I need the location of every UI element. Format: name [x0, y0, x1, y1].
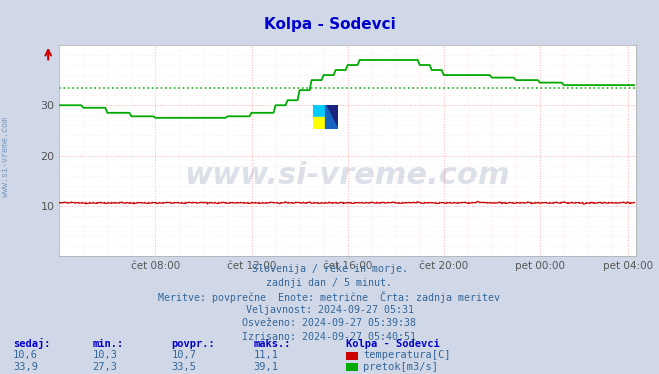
Text: www.si-vreme.com: www.si-vreme.com	[185, 162, 511, 190]
Text: www.si-vreme.com: www.si-vreme.com	[1, 117, 10, 197]
Polygon shape	[326, 105, 338, 129]
Text: zadnji dan / 5 minut.: zadnji dan / 5 minut.	[266, 278, 393, 288]
Bar	[313, 117, 326, 129]
Text: Kolpa - Sodevci: Kolpa - Sodevci	[346, 339, 440, 349]
Text: Meritve: povprečne  Enote: metrične  Črta: zadnja meritev: Meritve: povprečne Enote: metrične Črta:…	[159, 291, 500, 303]
Text: 10,6: 10,6	[13, 350, 38, 360]
Text: Slovenija / reke in morje.: Slovenija / reke in morje.	[252, 264, 407, 274]
Text: sedaj:: sedaj:	[13, 338, 51, 349]
Polygon shape	[326, 105, 338, 129]
Text: 33,5: 33,5	[171, 362, 196, 371]
Text: 39,1: 39,1	[254, 362, 279, 371]
Text: 10,7: 10,7	[171, 350, 196, 360]
Text: pretok[m3/s]: pretok[m3/s]	[363, 362, 438, 371]
Text: maks.:: maks.:	[254, 339, 291, 349]
Text: 11,1: 11,1	[254, 350, 279, 360]
Text: 33,9: 33,9	[13, 362, 38, 371]
Text: Veljavnost: 2024-09-27 05:31: Veljavnost: 2024-09-27 05:31	[246, 305, 413, 315]
Text: temperatura[C]: temperatura[C]	[363, 350, 451, 360]
Text: Kolpa - Sodevci: Kolpa - Sodevci	[264, 17, 395, 32]
Bar	[313, 105, 326, 117]
Text: min.:: min.:	[92, 339, 123, 349]
Text: 10,3: 10,3	[92, 350, 117, 360]
Text: 27,3: 27,3	[92, 362, 117, 371]
Text: Osveženo: 2024-09-27 05:39:38: Osveženo: 2024-09-27 05:39:38	[243, 318, 416, 328]
Text: Izrisano: 2024-09-27 05:40:51: Izrisano: 2024-09-27 05:40:51	[243, 332, 416, 342]
Text: povpr.:: povpr.:	[171, 339, 215, 349]
